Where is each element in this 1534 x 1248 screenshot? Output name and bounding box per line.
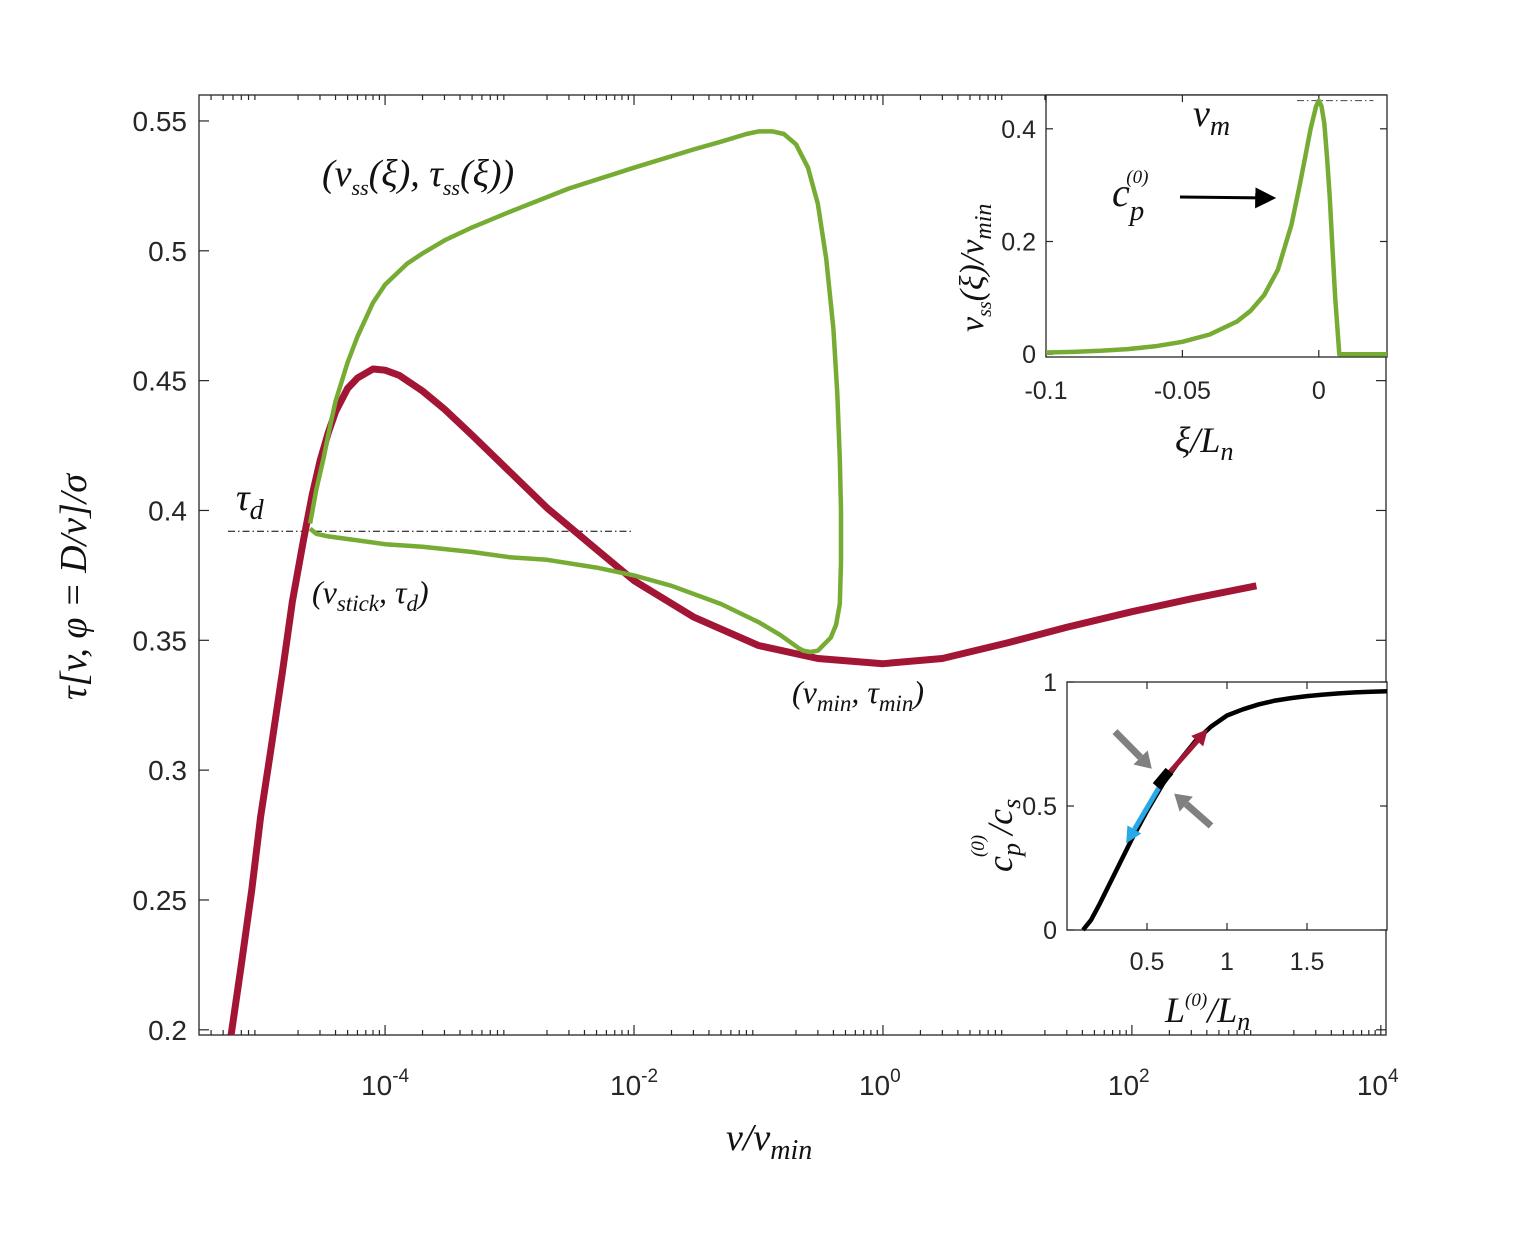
x-tick-label: 104	[1357, 1066, 1399, 1101]
inset-bottom-x-tick-label: 1	[1220, 948, 1234, 976]
x-tick-label: 102	[1108, 1066, 1150, 1101]
inset-bottom-x-tick-label: 0.5	[1130, 948, 1165, 976]
inset-top-frame	[1045, 94, 1388, 358]
y-tick-label: 0.2	[148, 1015, 187, 1046]
operating-point-marker	[1152, 767, 1174, 790]
main-x-axis-label: v/vmin	[726, 1117, 812, 1166]
annotation-vstick-taud: (vstick, τd)	[312, 574, 429, 616]
annotation-cp0: cp(0)	[1112, 167, 1148, 227]
main-axis-ticks: 10-4 10-2 100 102 1040.20.250.30.350.40.450.…	[133, 95, 1399, 1101]
y-tick-label: 0.55	[133, 106, 188, 137]
inset-top-y-tick-label: 0.2	[1001, 228, 1036, 256]
annotation-tau-d: τd	[236, 477, 265, 526]
inset-top-axis-ticks: -0.1 -0.05 0 0 0.2 0.4	[1001, 95, 1387, 405]
inset-top-series-group	[1045, 98, 1387, 357]
inset-bottom-y-tick-label: 0.5	[1022, 793, 1057, 821]
y-tick-label: 0.25	[133, 885, 188, 916]
y-tick-label: 0.4	[148, 495, 187, 526]
growth-arrow-red	[1164, 729, 1208, 778]
inset-bottom-y-tick-label: 0	[1043, 917, 1057, 945]
y-tick-label: 0.45	[133, 366, 188, 397]
compression-arrow-gray	[1174, 793, 1214, 829]
annotation-vss-tauss: (vss(ξ), τss(ξ))	[322, 153, 514, 200]
steady-state-loop-green	[307, 129, 844, 655]
inset-top-y-axis-label: vss(ξ)/vmin	[954, 204, 997, 332]
inset-bottom-axis-ticks: 0.5 1 1.5 0 0.5 1	[1022, 669, 1387, 976]
inset-bottom-x-tick-label: 1.5	[1290, 948, 1325, 976]
cp0-pointer-arrow	[1179, 187, 1277, 209]
main-plot: 10-4 10-2 100 102 1040.20.250.30.350.40.450.…	[53, 94, 1399, 1166]
inset-bottom: 0.5 1 1.5 0 0.5 1 L(0)/Ln cp(0)/cs	[968, 669, 1388, 1036]
inset-bottom-x-axis-label: L(0)/Ln	[1164, 990, 1250, 1036]
inset-top-x-tick-label: -0.1	[1024, 377, 1067, 405]
steady-curve-red	[227, 365, 1258, 1036]
inset-top-x-tick-label: -0.05	[1154, 377, 1211, 405]
inset-bottom-series-group	[1081, 688, 1388, 932]
inset-top-y-tick-label: 0.4	[1001, 116, 1036, 144]
x-tick-label: 10-2	[610, 1066, 658, 1101]
inset-top-y-tick-label: 0	[1022, 341, 1036, 369]
inset-bottom-y-axis-label: cp(0)/cs	[968, 799, 1026, 872]
inset-top: -0.1 -0.05 000.20.4 ξ/Ln vss(ξ)/vmin vm cp…	[954, 93, 1388, 466]
decay-arrow-blue	[1126, 784, 1162, 844]
y-tick-label: 0.35	[133, 625, 188, 656]
compression-arrow-gray	[1112, 729, 1152, 769]
inset-top-x-tick-label: 0	[1312, 377, 1326, 405]
inset-bottom-y-tick-label: 1	[1043, 669, 1057, 697]
y-tick-label: 0.3	[148, 755, 187, 786]
speed-ratio-curve	[1081, 688, 1388, 932]
y-tick-label: 0.5	[148, 236, 187, 267]
x-tick-label: 10-4	[361, 1066, 409, 1101]
inset-top-x-axis-label: ξ/Ln	[1175, 420, 1233, 466]
main-plot-frame	[198, 94, 1387, 1036]
main-series-group	[227, 129, 1258, 1036]
inset-bottom-arrows	[1112, 729, 1214, 844]
x-tick-label: 100	[859, 1066, 901, 1101]
main-y-axis-label: τ[v, φ = D/v]/σ	[53, 473, 95, 700]
velocity-profile-green	[1045, 98, 1387, 357]
annotation-vmin-taumin: (vmin, τmin)	[792, 674, 924, 716]
